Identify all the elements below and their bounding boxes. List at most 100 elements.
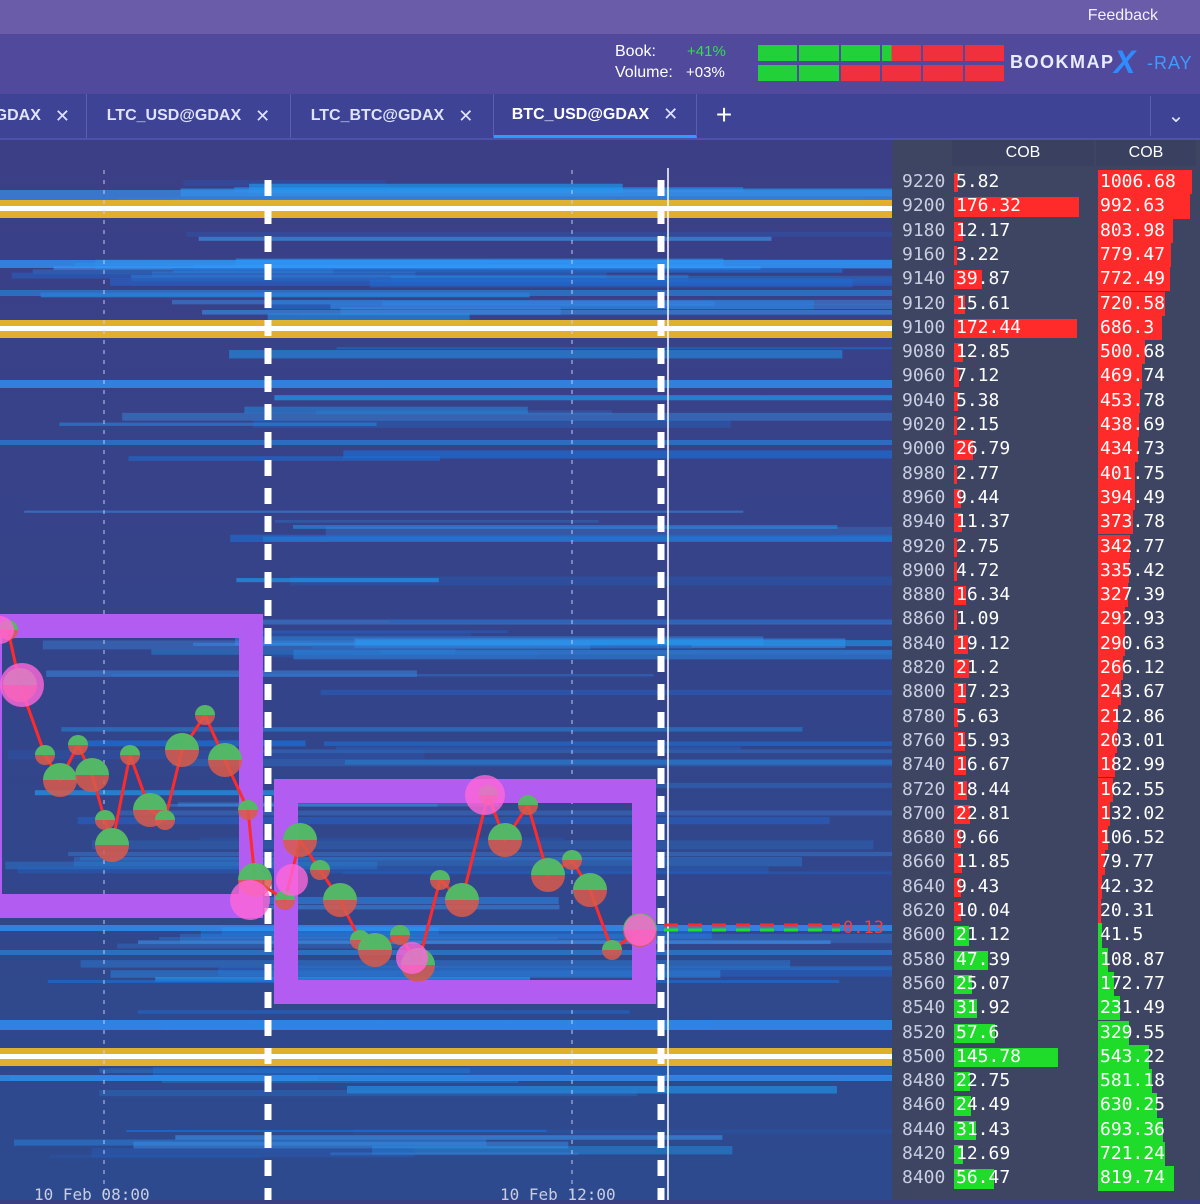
- cumulative-value: 203.01: [1100, 729, 1166, 751]
- cumulative-value: 42.32: [1100, 875, 1155, 897]
- feedback-link[interactable]: Feedback: [1087, 7, 1158, 24]
- price: 9220: [902, 171, 946, 192]
- liquidity-band: [73, 856, 803, 867]
- price: 8640: [902, 875, 946, 897]
- cumulative-value: 106.52: [1100, 827, 1166, 849]
- price: 8580: [902, 948, 946, 970]
- liquidity-band: [202, 309, 892, 315]
- liquidity-band: [346, 1085, 837, 1094]
- close-icon[interactable]: ✕: [54, 105, 70, 126]
- liquidity-band: [105, 630, 472, 637]
- cob-value: 24.49: [956, 1094, 1011, 1116]
- trade-bubble-buy: [195, 705, 215, 715]
- liquidity-band: [249, 183, 623, 194]
- cob-value: 7.12: [956, 365, 1000, 387]
- liquidity-band: [236, 578, 439, 583]
- cob-bar: [954, 1169, 995, 1189]
- trade-bubble-buy: [155, 810, 175, 820]
- cob-value: 4.72: [956, 559, 1000, 581]
- cob-value: 9.44: [956, 486, 1000, 508]
- trade-bubble-buy: [390, 925, 410, 935]
- liquidity-band: [17, 866, 769, 874]
- cob-bar: [954, 756, 966, 776]
- cob-bar: [954, 853, 963, 873]
- cumulative-bar: [1098, 728, 1117, 754]
- price: 8420: [902, 1143, 946, 1164]
- price: 8400: [902, 1167, 946, 1189]
- tab-gdax[interactable]: GDAX ✕: [0, 94, 87, 138]
- cob-value: 15.61: [956, 292, 1011, 314]
- heatmap-chart[interactable]: [0, 140, 892, 1200]
- cob-value: 145.78: [956, 1045, 1022, 1067]
- cob-bar: [954, 1096, 972, 1116]
- trade-bubble-buy: [75, 758, 109, 775]
- tab-label: BTC_USD@GDAX: [511, 105, 650, 123]
- liquidity-band: [5, 861, 378, 870]
- price: 8720: [902, 778, 946, 800]
- cob-bar: [954, 731, 966, 752]
- liquidity-band: [91, 1148, 415, 1158]
- cob-value: 172.44: [956, 316, 1022, 338]
- cumulative-bar: [1098, 218, 1173, 243]
- liquidity-band: [137, 1010, 630, 1014]
- tab-ltc-btc[interactable]: LTC_BTC@GDAX ✕: [291, 94, 494, 138]
- liquidity-band: [215, 619, 892, 625]
- cumulative-bar: [1098, 315, 1162, 341]
- tab-label: LTC_USD@GDAX: [106, 107, 242, 124]
- trade-bubble-buy: [445, 883, 479, 900]
- liquidity-band: [59, 422, 377, 426]
- cob-cumulative-header: COB: [1096, 140, 1196, 166]
- cumulative-bar: [1098, 1044, 1149, 1070]
- cob-bar: [954, 1023, 995, 1043]
- liquidity-band: [234, 749, 892, 754]
- price: 9160: [902, 243, 946, 265]
- cumulative-value: 401.75: [1100, 462, 1166, 484]
- price: 8460: [902, 1094, 946, 1116]
- liquidity-band: [19, 630, 508, 634]
- cob-value: 21.2: [956, 657, 1000, 678]
- liquidity-band: [356, 640, 892, 647]
- meter-segment: [840, 65, 880, 81]
- cob-bar: [954, 416, 957, 436]
- cob-value: 57.6: [956, 1021, 1000, 1043]
- liquidity-band: [330, 1152, 579, 1156]
- close-icon[interactable]: ✕: [255, 105, 271, 126]
- trade-bubble-buy: [133, 793, 167, 810]
- cumulative-value: 329.55: [1100, 1021, 1166, 1043]
- close-icon[interactable]: ✕: [663, 104, 679, 124]
- liquidity-band: [128, 456, 440, 461]
- cob-bar: [954, 221, 963, 241]
- volume-label: Volume:: [615, 64, 673, 81]
- cumulative-bar: [1098, 267, 1170, 292]
- cob-bar: [954, 999, 977, 1019]
- liquidity-band: [99, 1089, 638, 1097]
- chevron-down-icon[interactable]: ⌄: [1150, 96, 1200, 136]
- price: 8620: [902, 900, 946, 921]
- range-box: [0, 614, 263, 918]
- liquidity-band: [32, 269, 334, 275]
- liquidity-band: [175, 1135, 723, 1140]
- add-tab-button[interactable]: +: [715, 99, 733, 130]
- cob-value: 22.81: [956, 802, 1011, 824]
- liquidity-band: [138, 940, 831, 945]
- cob-bar: [954, 343, 964, 363]
- tab-label: LTC_BTC@GDAX: [310, 107, 445, 124]
- price: 8660: [902, 851, 946, 873]
- cob-value: 12.85: [956, 341, 1011, 363]
- cumulative-bar: [1098, 170, 1192, 195]
- price: 8760: [902, 729, 946, 751]
- price: 8860: [902, 608, 946, 630]
- trade-bubbles: [0, 616, 657, 982]
- liquidity-band: [152, 1066, 892, 1077]
- close-icon[interactable]: ✕: [458, 105, 474, 126]
- cob-value: 22.75: [956, 1070, 1011, 1092]
- tab-btc-usd[interactable]: BTC_USD@GDAX ✕: [494, 94, 697, 138]
- cumulative-value: 290.63: [1100, 632, 1166, 654]
- liquidity-band: [80, 960, 791, 968]
- cob-bar: [954, 950, 988, 970]
- cumulative-bar: [1098, 899, 1101, 924]
- book-value: +41%: [687, 43, 726, 60]
- liquidity-band: [316, 410, 612, 415]
- cumulative-value: 500.68: [1100, 341, 1166, 363]
- tab-ltc-usd[interactable]: LTC_USD@GDAX ✕: [87, 94, 291, 138]
